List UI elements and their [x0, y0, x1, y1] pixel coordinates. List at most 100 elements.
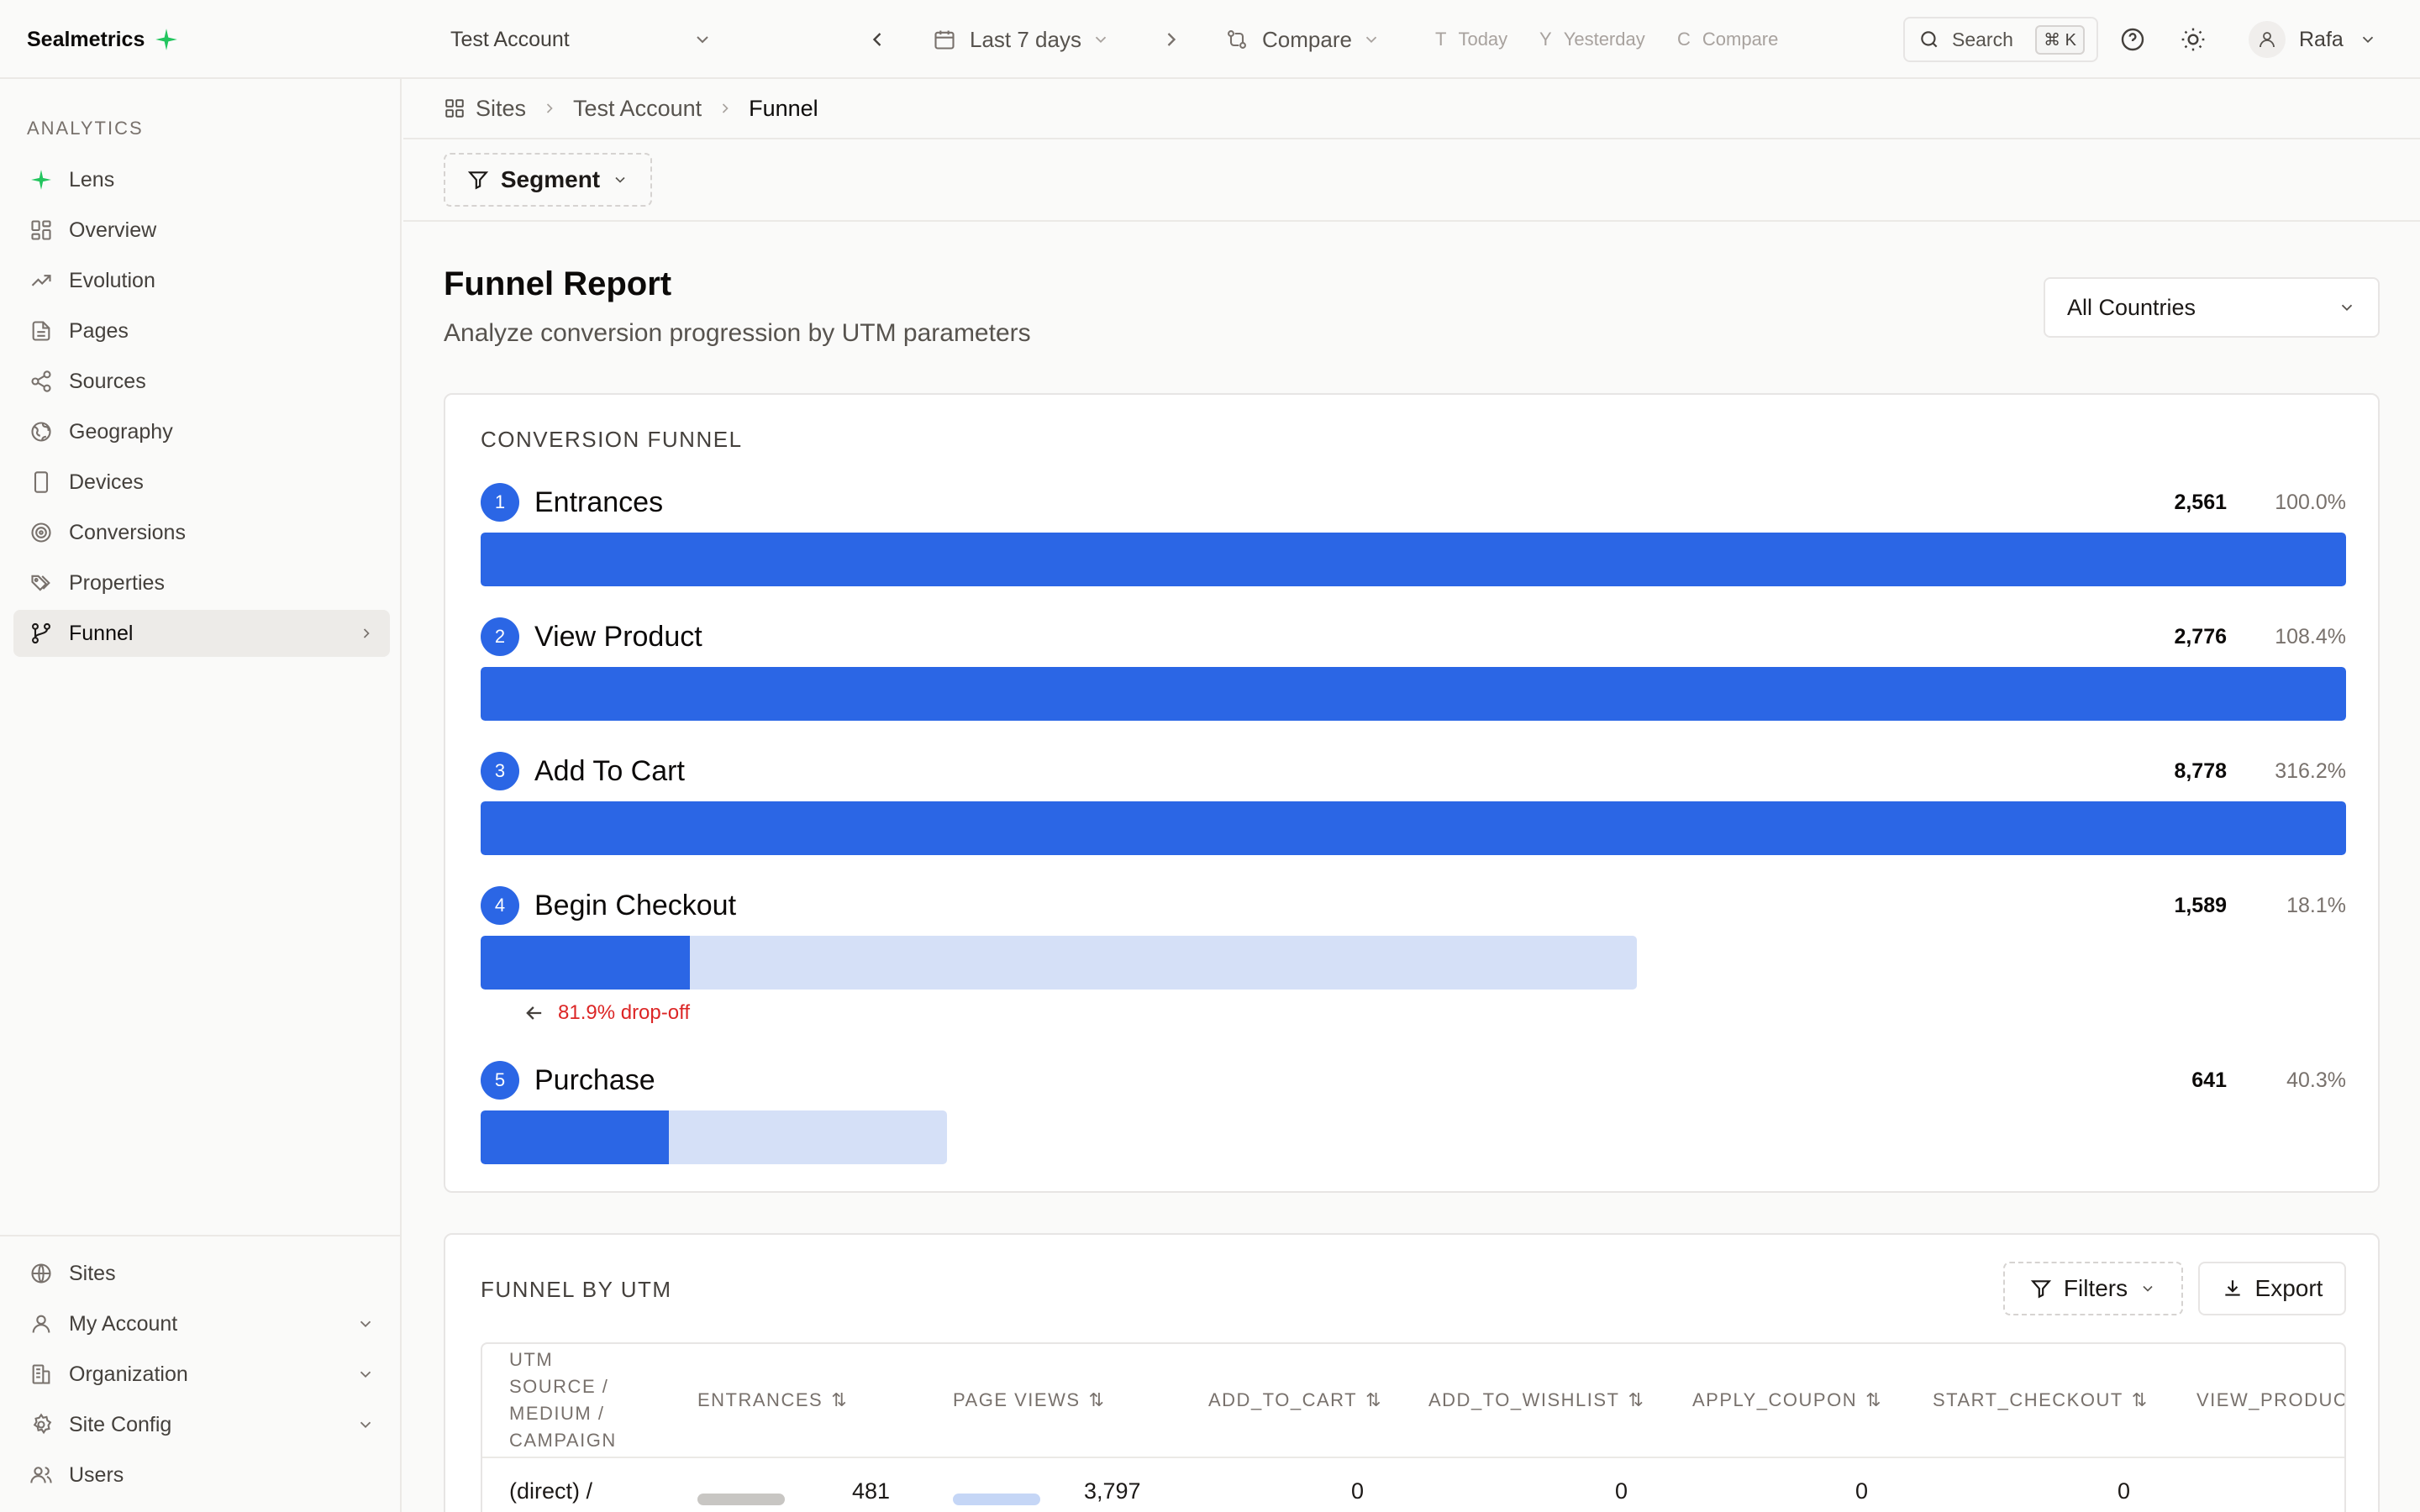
funnel-bar-fill [481, 667, 2346, 721]
column-header[interactable]: ADD_TO_WISHLIST ⇅ [1428, 1344, 1644, 1457]
chevron-down-icon [697, 36, 708, 44]
sidebar-item-users[interactable]: Users [13, 1452, 390, 1499]
chevron-right-icon [723, 103, 729, 113]
column-header[interactable]: APPLY_COUPON ⇅ [1692, 1344, 1882, 1457]
step-percent: 100.0% [2275, 490, 2346, 514]
column-header[interactable]: PAGE VIEWS ⇅ [953, 1344, 1105, 1457]
step-name: Entrances [534, 486, 664, 518]
shortcut-label: Yesterday [1563, 29, 1645, 50]
step-name: Purchase [534, 1063, 655, 1096]
dashboard-icon [31, 220, 51, 240]
sidebar-item-conversions[interactable]: Conversions [13, 509, 390, 556]
sidebar-item-label: Geography [69, 419, 173, 444]
sidebar-item-sources[interactable]: Sources [13, 358, 390, 405]
help-button[interactable] [2116, 23, 2149, 56]
step-name: Begin Checkout [534, 889, 737, 921]
shortcut-compare[interactable]: C Compare [1677, 0, 1778, 79]
shortcut-key: Y [1539, 29, 1552, 50]
funnel-bar[interactable] [481, 667, 2346, 721]
funnel-step-header: 3 Add To Cart 8,778 316.2% [481, 751, 2346, 791]
column-header[interactable]: START_CHECKOUT ⇅ [1933, 1344, 2149, 1457]
chevron-down-icon [1365, 36, 1377, 44]
step-percent: 316.2% [2275, 759, 2346, 783]
step-percent: 108.4% [2275, 624, 2346, 648]
segment-label: Segment [500, 166, 601, 192]
column-header[interactable]: VIEW_PRODUCT [2196, 1344, 2344, 1457]
step-count: 1,589 [2174, 893, 2227, 917]
breadcrumb-sites[interactable]: Sites [476, 95, 527, 121]
chevron-left-icon [872, 33, 881, 46]
chevron-down-icon [360, 1421, 371, 1429]
step-number: 2 [481, 617, 519, 656]
breadcrumb: Sites Test Account Funnel [403, 79, 2420, 139]
column-header[interactable]: ENTRANCES ⇅ [697, 1344, 848, 1457]
sidebar-item-funnel[interactable]: Funnel [13, 610, 390, 657]
column-header[interactable]: ADD_TO_CART ⇅ [1208, 1344, 1382, 1457]
sidebar-item-overview[interactable]: Overview [13, 207, 390, 254]
step-name: Add To Cart [534, 754, 685, 787]
step-count: 2,776 [2174, 624, 2227, 648]
column-header[interactable]: UTM SOURCE / MEDIUM / CAMPAIGN [509, 1344, 618, 1457]
sidebar: ANALYTICS Lens Overview Evolution Pages … [0, 79, 402, 1512]
chevron-down-icon [615, 176, 625, 183]
date-range-selector[interactable]: Last 7 days [933, 0, 1110, 79]
export-button[interactable]: Export [2198, 1262, 2346, 1315]
user-menu[interactable]: Rafa [2249, 0, 2377, 79]
cell-add-to-wishlist: 0 [1615, 1478, 1628, 1504]
sidebar-divider [0, 1235, 402, 1236]
shortcut-today[interactable]: T Today [1435, 0, 1507, 79]
sidebar-item-label: Sources [69, 369, 146, 393]
chevron-right-icon [1167, 33, 1176, 46]
user-icon [2260, 32, 2275, 48]
smartphone-icon [34, 471, 49, 493]
account-selector[interactable]: Test Account [450, 0, 713, 79]
theme-toggle[interactable] [2176, 23, 2210, 56]
sidebar-item-pages[interactable]: Pages [13, 307, 390, 354]
shortcut-key: T [1435, 29, 1447, 50]
globe-icon [31, 422, 51, 442]
chevron-down-icon [2341, 304, 2353, 312]
funnel-bar-fill [481, 936, 691, 990]
funnel-bar-fill [481, 1110, 669, 1164]
sort-icon: ⇅ [1865, 1389, 1883, 1410]
sidebar-item-label: Evolution [69, 268, 155, 292]
dropoff-indicator: 81.9% drop-off [523, 1001, 690, 1025]
funnel-bar[interactable] [481, 1110, 947, 1164]
country-select[interactable]: All Countries [2044, 277, 2380, 338]
funnel-bar[interactable] [481, 801, 2346, 855]
prev-period-button[interactable] [865, 0, 889, 79]
chevron-down-icon [2143, 1285, 2153, 1292]
segment-button[interactable]: Segment [444, 153, 652, 207]
next-period-button[interactable] [1160, 0, 1183, 79]
step-count: 2,561 [2174, 490, 2227, 514]
breadcrumb-account[interactable]: Test Account [573, 95, 702, 121]
sun-icon [2181, 28, 2205, 51]
cell-entrances: 481 [852, 1478, 891, 1504]
search-button[interactable]: Search ⌘ K [1903, 17, 2098, 62]
filters-button[interactable]: Filters [2003, 1262, 2183, 1315]
utm-table: UTM SOURCE / MEDIUM / CAMPAIGN ENTRANCES… [481, 1342, 2346, 1512]
sidebar-item-evolution[interactable]: Evolution [13, 257, 390, 304]
sparkle-icon [155, 29, 178, 50]
shortcut-label: Compare [1702, 29, 1779, 50]
compare-label: Compare [1262, 26, 1352, 52]
funnel-bar[interactable] [481, 936, 1637, 990]
sidebar-item-site-config[interactable]: Site Config [13, 1401, 390, 1448]
funnel-bar[interactable] [481, 533, 2346, 586]
country-select-value: All Countries [2067, 294, 2196, 320]
funnel-bar-fill [481, 533, 2346, 586]
sidebar-item-sites[interactable]: Sites [13, 1250, 390, 1297]
download-icon [2224, 1280, 2240, 1296]
shortcut-label: Today [1458, 29, 1508, 50]
brand[interactable]: Sealmetrics [27, 0, 178, 79]
compare-selector[interactable]: Compare [1225, 0, 1381, 79]
sidebar-item-lens[interactable]: Lens [13, 156, 390, 203]
trending-up-icon [31, 275, 51, 286]
funnel-step-header: 4 Begin Checkout 1,589 18.1% [481, 885, 2346, 926]
sidebar-item-geography[interactable]: Geography [13, 408, 390, 455]
sidebar-item-organization[interactable]: Organization [13, 1351, 390, 1398]
shortcut-yesterday[interactable]: Y Yesterday [1539, 0, 1645, 79]
sidebar-item-devices[interactable]: Devices [13, 459, 390, 506]
sidebar-item-properties[interactable]: Properties [13, 559, 390, 606]
sidebar-item-my-account[interactable]: My Account [13, 1300, 390, 1347]
